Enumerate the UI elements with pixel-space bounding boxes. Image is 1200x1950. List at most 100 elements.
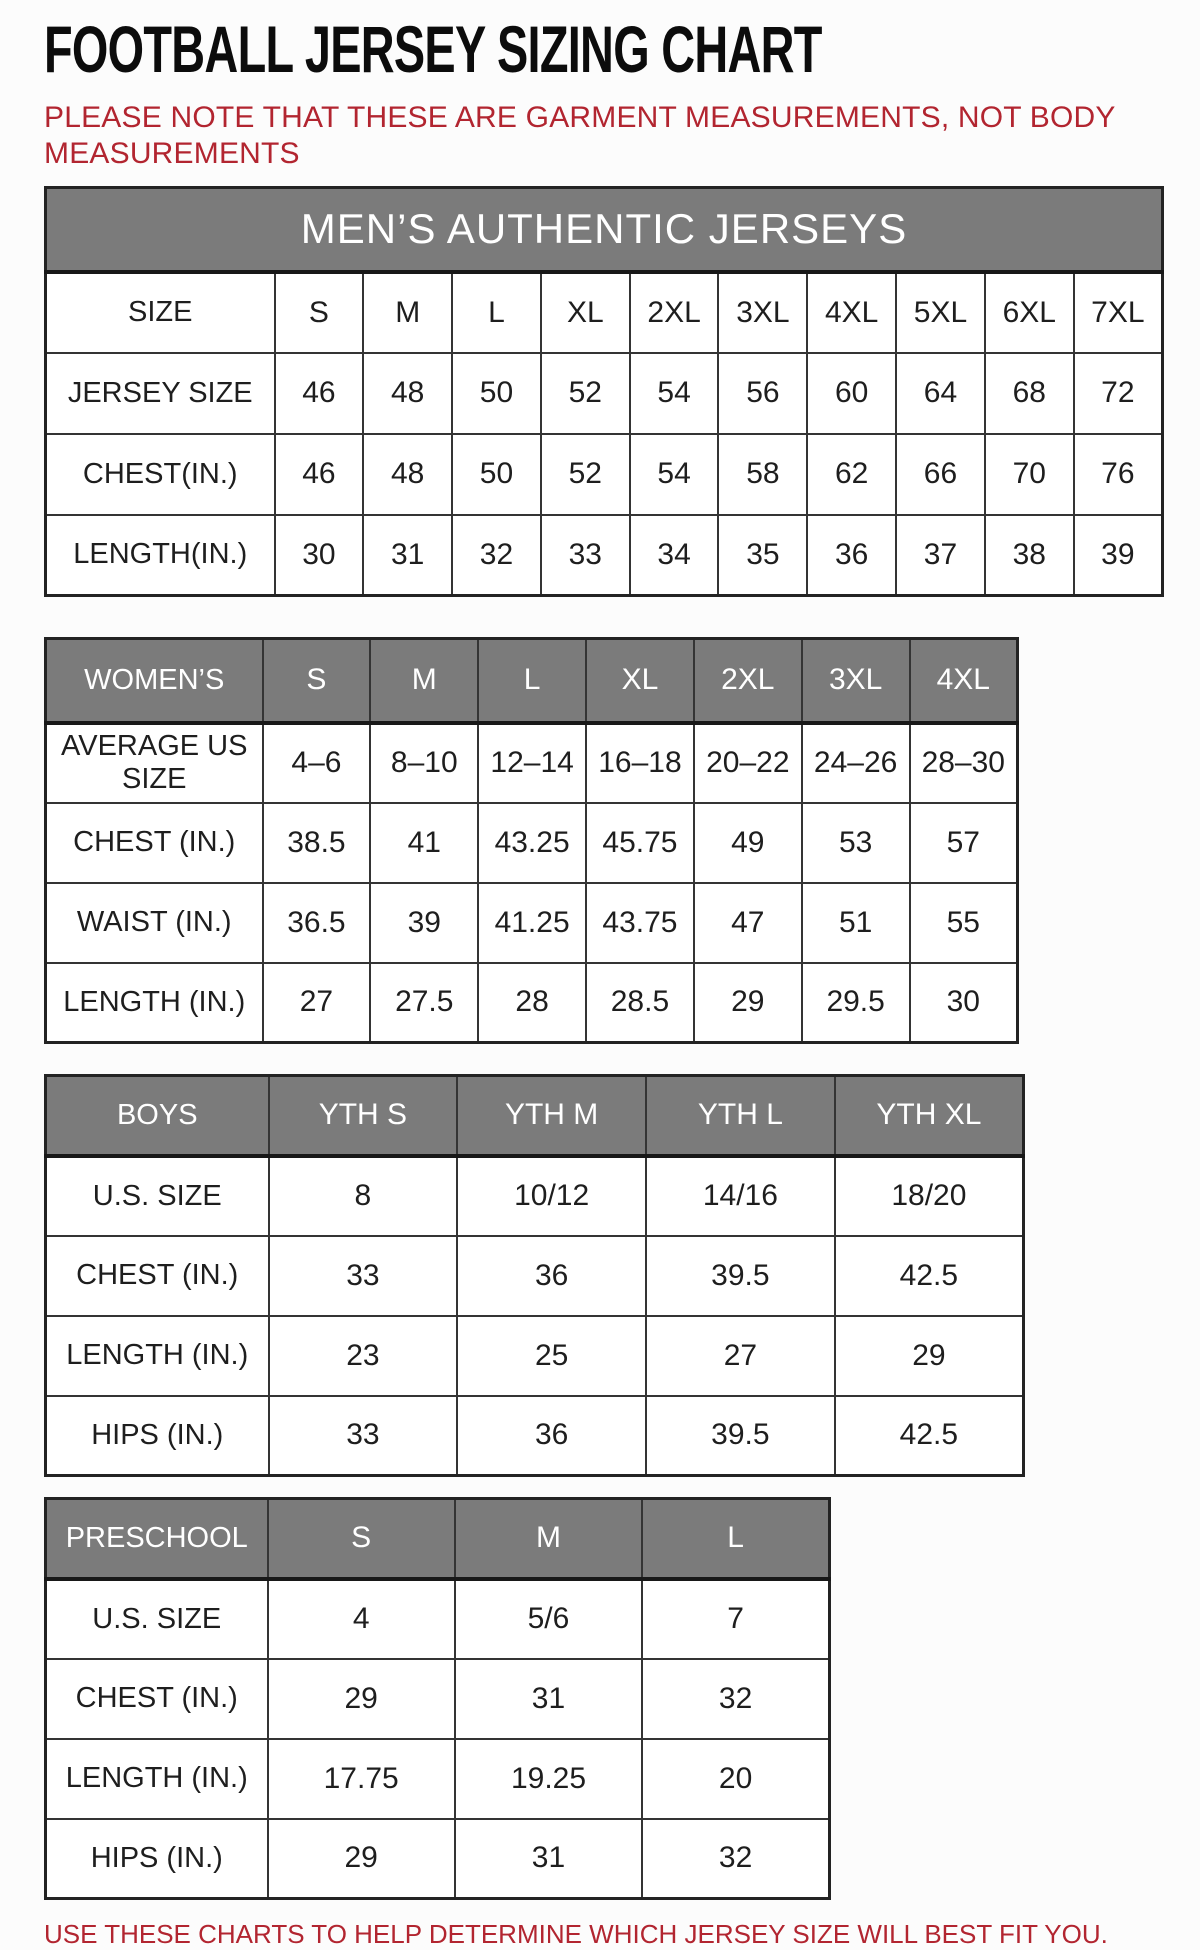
size-value: 33	[539, 513, 631, 597]
row-label: LENGTH (IN.)	[44, 961, 264, 1044]
size-column-header: 7XL	[1072, 270, 1164, 354]
size-value: 10/12	[456, 1154, 647, 1237]
size-value: 27	[645, 1314, 836, 1397]
size-value: 52	[539, 351, 631, 435]
size-value: 43.75	[585, 881, 695, 964]
size-value: 28	[477, 961, 588, 1044]
size-value: 56	[717, 351, 809, 435]
size-value: 8–10	[369, 721, 480, 804]
size-value: 32	[451, 513, 542, 597]
size-value: 33	[267, 1394, 459, 1477]
size-column-header: YTH XL	[833, 1074, 1025, 1158]
size-value: 54	[628, 351, 720, 435]
size-value: 31	[453, 1657, 644, 1740]
size-value: 19.25	[453, 1737, 644, 1820]
size-value: 45.75	[585, 801, 695, 884]
size-value: 53	[800, 801, 911, 884]
size-column-header: M	[362, 270, 454, 354]
size-column-header: YTH M	[456, 1074, 647, 1158]
size-value: 58	[717, 432, 809, 516]
row-label: LENGTH(IN.)	[44, 513, 276, 597]
size-value: 57	[908, 801, 1019, 884]
row-label: AVERAGE US SIZE	[44, 721, 264, 804]
size-value: 33	[267, 1234, 459, 1317]
size-value: 25	[456, 1314, 647, 1397]
row-label: WAIST (IN.)	[44, 881, 264, 964]
size-value: 38	[983, 513, 1075, 597]
size-value: 38.5	[261, 801, 372, 884]
size-value: 76	[1072, 432, 1164, 516]
size-value: 47	[692, 881, 803, 964]
size-value: 60	[806, 351, 898, 435]
row-label: HIPS (IN.)	[44, 1394, 270, 1477]
size-value: 70	[983, 432, 1075, 516]
size-value: 17.75	[266, 1737, 456, 1820]
row-label: CHEST (IN.)	[44, 1234, 270, 1317]
size-value: 48	[362, 351, 454, 435]
size-value: 8	[267, 1154, 459, 1237]
size-value: 29	[692, 961, 803, 1044]
preschool-sizing-table: PRESCHOOL S M L U.S. SIZE 4 5/6 7 CHEST (IN.) 29 3…	[44, 1497, 831, 1900]
size-value: 66	[895, 432, 986, 516]
size-value: 4–6	[261, 721, 372, 804]
size-column-header: 5XL	[895, 270, 986, 354]
size-value: 20–22	[692, 721, 803, 804]
womens-sizing-table: WOMEN’S S M L XL 2XL 3XL 4XL AVERAGE US SIZE 4–6 8…	[44, 637, 1019, 1044]
size-value: 14/16	[645, 1154, 836, 1237]
size-header-row: BOYS YTH S YTH M YTH L YTH XL	[44, 1074, 1025, 1158]
size-value: 68	[983, 351, 1075, 435]
size-value: 30	[908, 961, 1019, 1044]
size-value: 36	[456, 1394, 647, 1477]
size-value: 28.5	[585, 961, 695, 1044]
size-value: 42.5	[833, 1234, 1025, 1317]
size-value: 18/20	[833, 1154, 1025, 1237]
size-value: 36.5	[261, 881, 372, 964]
size-value: 23	[267, 1314, 459, 1397]
measurement-row: LENGTH (IN.) 27 27.5 28 28.5 29 29.5 30	[44, 961, 1019, 1044]
measurement-row: U.S. SIZE 8 10/12 14/16 18/20	[44, 1154, 1025, 1237]
measurement-row: AVERAGE US SIZE 4–6 8–10 12–14 16–18 20–22 24–…	[44, 721, 1019, 804]
size-value: 48	[362, 432, 454, 516]
size-column-header: YTH S	[267, 1074, 459, 1158]
size-column-header: L	[477, 637, 588, 725]
measurement-row: CHEST (IN.) 38.5 41 43.25 45.75 49 53 57	[44, 801, 1019, 884]
size-value: 7	[641, 1577, 831, 1660]
size-column-header: 2XL	[628, 270, 720, 354]
size-value: 39.5	[645, 1394, 836, 1477]
mens-table-body: MEN’S AUTHENTIC JERSEYS SIZE S M L XL 2XL 3XL 4X…	[44, 186, 1164, 597]
boys-sizing-table: BOYS YTH S YTH M YTH L YTH XL U.S. SIZE 8 10/12…	[44, 1074, 1025, 1477]
size-value: 49	[692, 801, 803, 884]
boys-table-body: BOYS YTH S YTH M YTH L YTH XL U.S. SIZE 8 10/12…	[44, 1074, 1025, 1477]
size-value: 5/6	[453, 1577, 644, 1660]
size-value: 64	[895, 351, 986, 435]
size-value: 32	[641, 1657, 831, 1740]
row-label: HIPS (IN.)	[44, 1817, 269, 1900]
row-label: U.S. SIZE	[44, 1577, 269, 1660]
size-value: 28–30	[908, 721, 1019, 804]
size-value: 46	[273, 351, 365, 435]
size-value: 34	[628, 513, 720, 597]
row-label: U.S. SIZE	[44, 1154, 270, 1237]
size-row-label: WOMEN’S	[44, 637, 264, 725]
measurement-row: U.S. SIZE 4 5/6 7	[44, 1577, 831, 1660]
size-value: 24–26	[800, 721, 911, 804]
size-value: 54	[628, 432, 720, 516]
size-value: 37	[895, 513, 986, 597]
page-title: FOOTBALL JERSEY SIZING CHART	[44, 12, 822, 86]
measurement-row: CHEST (IN.) 29 31 32	[44, 1657, 831, 1740]
preschool-table-body: PRESCHOOL S M L U.S. SIZE 4 5/6 7 CHEST (IN.) 29 3…	[44, 1497, 831, 1900]
size-value: 29.5	[800, 961, 911, 1044]
size-value: 30	[273, 513, 365, 597]
size-row-label: PRESCHOOL	[44, 1497, 269, 1581]
row-label: LENGTH (IN.)	[44, 1737, 269, 1820]
size-column-header: XL	[585, 637, 695, 725]
size-value: 27	[261, 961, 372, 1044]
size-column-header: L	[641, 1497, 831, 1581]
size-value: 46	[273, 432, 365, 516]
measurement-row: LENGTH(IN.) 30 31 32 33 34 35 36 37 38 39	[44, 513, 1164, 597]
row-label: CHEST (IN.)	[44, 1657, 269, 1740]
size-column-header: 4XL	[806, 270, 898, 354]
size-column-header: S	[273, 270, 365, 354]
size-value: 39	[1072, 513, 1164, 597]
